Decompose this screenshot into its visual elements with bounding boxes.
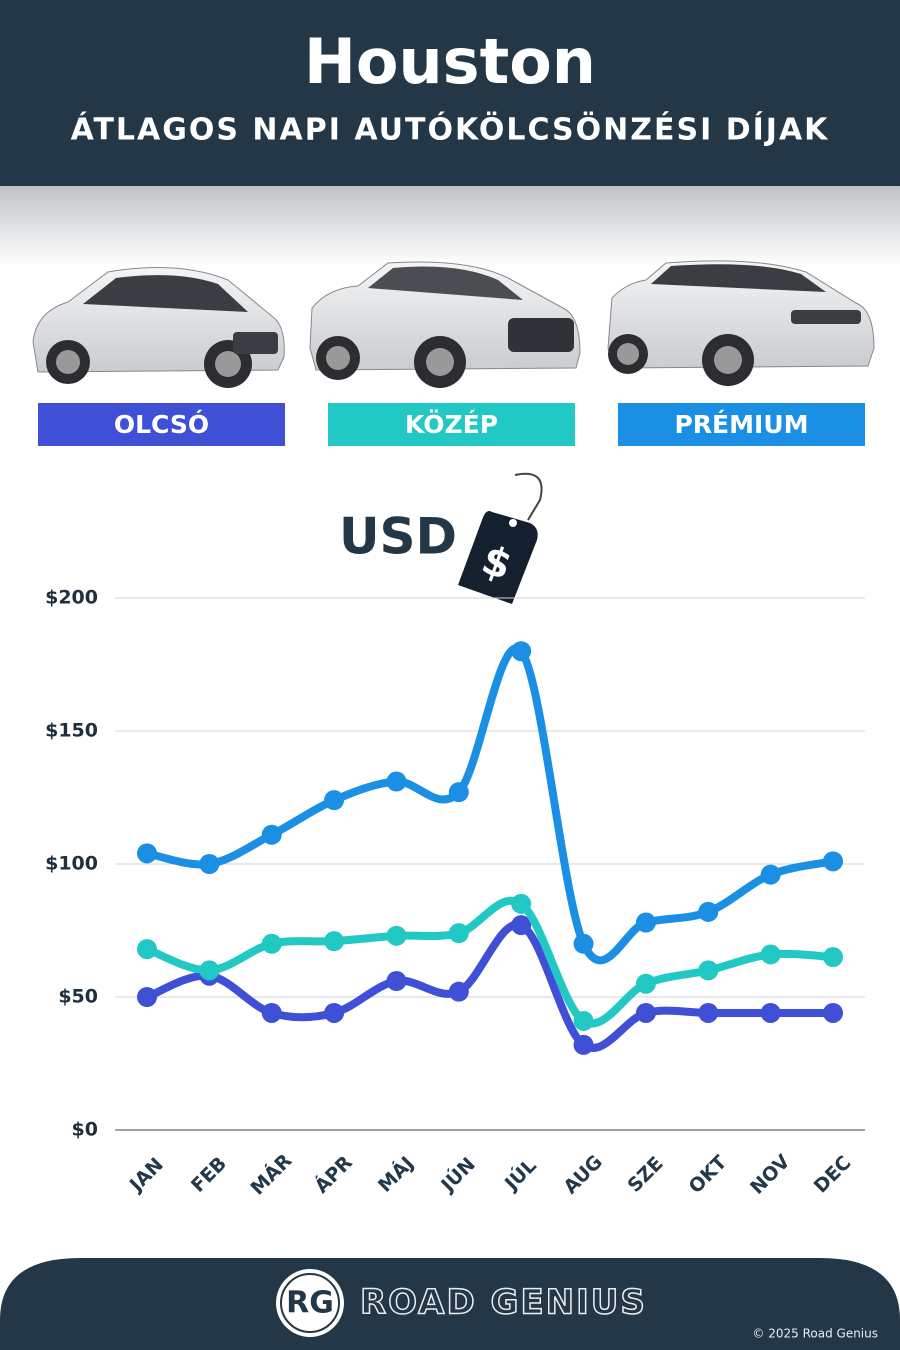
data-point: [261, 1002, 282, 1023]
data-point: [261, 824, 282, 845]
y-tick-label: $0: [72, 1119, 98, 1141]
legend-swatch: [328, 403, 575, 446]
x-tick-label: OKT: [685, 1151, 732, 1198]
car-image: [32, 267, 285, 388]
data-point: [760, 1002, 781, 1023]
car-image: [309, 261, 581, 388]
data-point: [635, 1002, 656, 1023]
title: Houston: [304, 25, 596, 98]
data-point: [448, 923, 469, 944]
data-point: [448, 782, 469, 803]
data-point: [199, 854, 220, 874]
logo-ring: [280, 1273, 340, 1333]
data-point: [448, 981, 469, 1002]
copyright: © 2025 Road Genius: [752, 1327, 878, 1341]
series-line: [143, 920, 837, 1052]
data-point: [573, 1034, 594, 1055]
data-point: [386, 925, 407, 946]
brand: ROAD GENIUS: [360, 1283, 647, 1323]
x-tick-label: JAN: [124, 1154, 168, 1198]
data-point: [698, 960, 719, 981]
legend-swatch: [618, 403, 865, 446]
data-point: [137, 987, 157, 1007]
data-point: [635, 912, 656, 933]
data-point: [199, 960, 220, 981]
data-point: [635, 973, 656, 994]
legend: OLCSÓ KÖZÉP PRÉMIUM: [38, 403, 865, 446]
data-point: [324, 1002, 345, 1023]
logo-text: RG: [286, 1286, 334, 1321]
data-point: [511, 641, 532, 662]
x-tick-label: FEB: [187, 1153, 231, 1197]
header-shadow: [0, 186, 900, 266]
data-point: [573, 1010, 594, 1031]
y-tick-label: $200: [45, 587, 98, 609]
legend-label: PRÉMIUM: [674, 410, 808, 439]
data-point: [511, 915, 532, 936]
data-point: [573, 933, 594, 954]
data-point: [823, 851, 843, 872]
data-point: [823, 1002, 843, 1023]
data-point: [823, 947, 843, 968]
x-tick-label: ÁPR: [310, 1151, 357, 1198]
x-tick-label: JÚL: [498, 1153, 541, 1196]
x-tick-label: SZE: [623, 1153, 667, 1197]
header: [0, 0, 900, 186]
car-image: [607, 260, 875, 386]
x-tick-label: MÁJ: [373, 1152, 418, 1197]
y-tick-label: $50: [58, 986, 98, 1008]
x-tick-label: DEC: [810, 1152, 856, 1198]
y-tick-label: $100: [45, 853, 98, 875]
data-point: [137, 843, 157, 864]
price-tag: $: [458, 472, 543, 604]
data-point: [261, 933, 282, 954]
y-tick-label: $150: [45, 720, 98, 742]
data-point: [698, 1002, 719, 1023]
x-tick-label: MÁR: [246, 1149, 297, 1200]
data-point: [324, 790, 345, 811]
legend-label: KÖZÉP: [405, 409, 498, 439]
subtitle: ÁTLAGOS NAPI AUTÓKÖLCSÖNZÉSI DÍJAK: [71, 111, 830, 148]
footer: [0, 1258, 900, 1350]
data-point: [137, 939, 157, 960]
data-point: [760, 944, 781, 965]
x-tick-label: NOV: [746, 1150, 794, 1198]
car-images: [32, 260, 875, 388]
x-tick-label: JÚN: [434, 1152, 480, 1198]
legend-swatch: [38, 403, 285, 446]
unit-label: USD: [339, 508, 457, 566]
x-tick-label: AUG: [559, 1151, 606, 1198]
logo-badge: [276, 1269, 344, 1337]
plot: $0 $50 $100 $150 $200 JAN FEB MÁR ÁPR MÁJ JÚN JÚL AU…: [45, 587, 865, 1200]
legend-label: OLCSÓ: [114, 409, 209, 439]
data-point: [760, 864, 781, 885]
data-point: [511, 893, 532, 914]
data-point: [386, 971, 407, 992]
data-point: [386, 771, 407, 792]
data-point: [698, 901, 719, 922]
data-point: [324, 931, 345, 952]
